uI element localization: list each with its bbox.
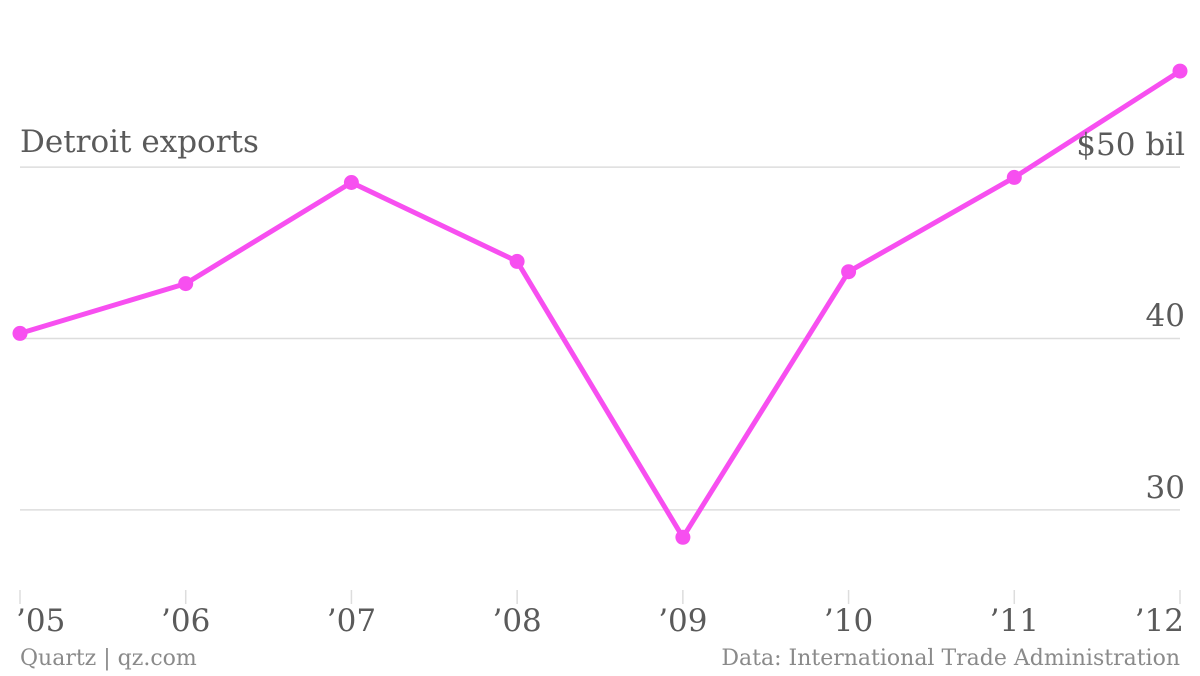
x-tick-label: ’07 [326,603,377,639]
x-tick-label: ’11 [989,603,1039,639]
y-tick-label: $50 bil [1076,127,1185,164]
x-tick-label: ’05 [16,603,66,639]
data-point-7 [1172,63,1188,79]
data-point-2 [343,175,359,190]
data-point-4 [675,529,691,545]
data-point-0 [12,325,28,341]
x-tick-label: ’08 [492,603,542,639]
gridlines [20,166,1180,511]
y-tick-label: 30 [1145,469,1185,506]
chart-title: Detroit exports [20,124,259,160]
x-axis [19,590,1181,604]
series-line [17,68,1183,540]
data-point-1 [178,276,194,292]
x-tick-label: ’06 [161,603,211,639]
footer-source: Data: International Trade Administration [721,646,1180,671]
x-tick-label: ’10 [823,603,874,639]
y-tick-label: 40 [1145,298,1185,335]
series-layer [12,63,1188,545]
data-point-6 [1006,169,1022,185]
x-tick-label: ’12 [1134,603,1184,639]
x-tick-label: ’09 [658,603,708,639]
data-point-3 [509,253,525,269]
footer-credit: Quartz | qz.com [20,646,197,671]
data-point-5 [841,264,857,280]
